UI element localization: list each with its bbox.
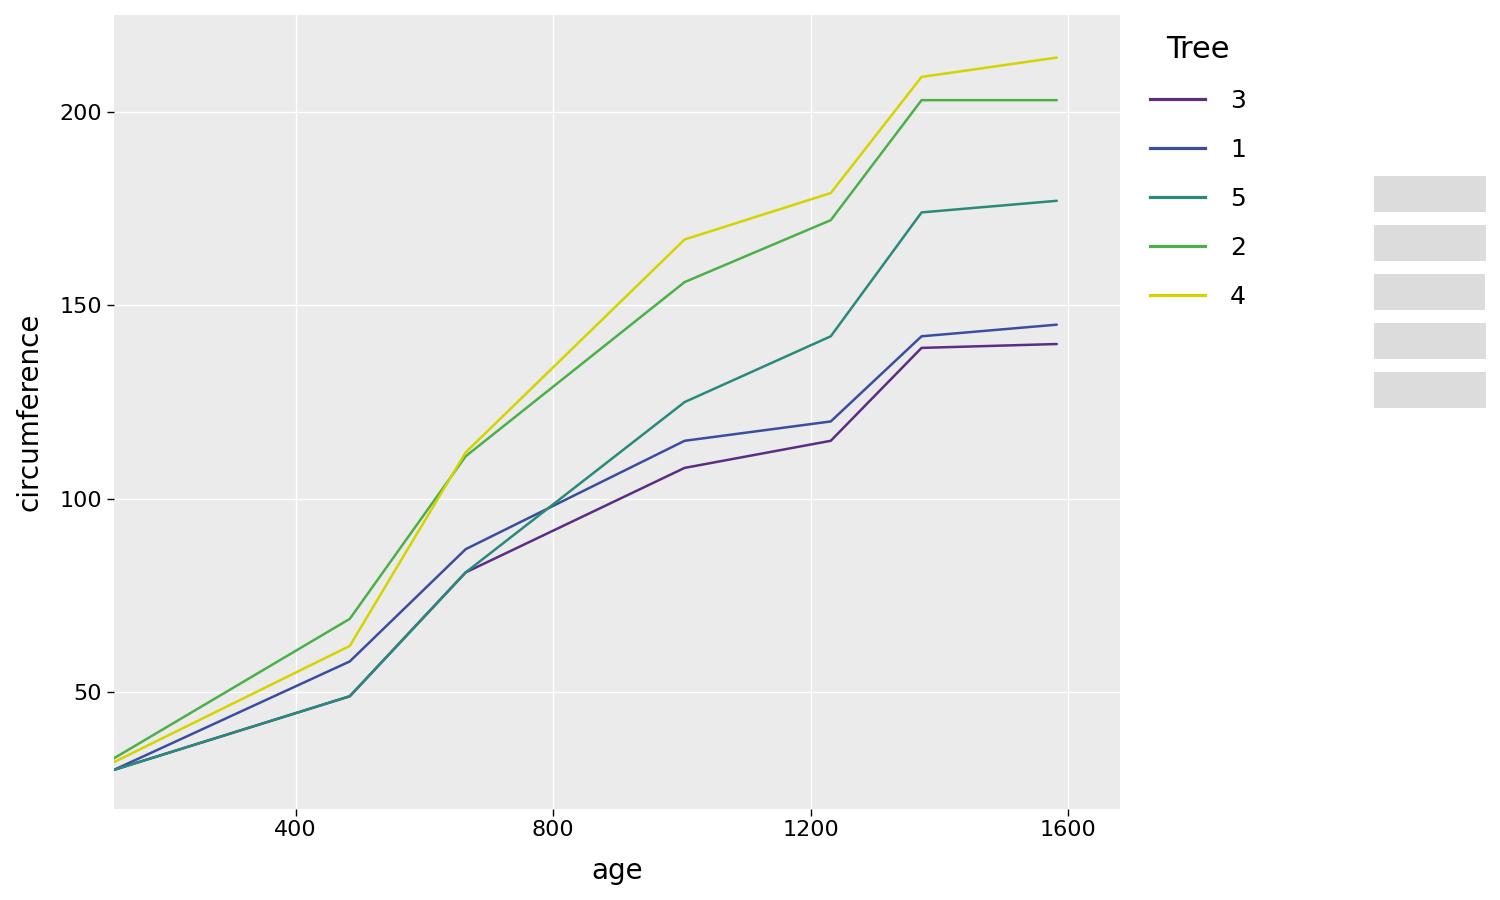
X-axis label: age: age — [591, 857, 644, 885]
Y-axis label: circumference: circumference — [15, 312, 44, 511]
Legend: 3, 1, 5, 2, 4: 3, 1, 5, 2, 4 — [1130, 15, 1266, 329]
